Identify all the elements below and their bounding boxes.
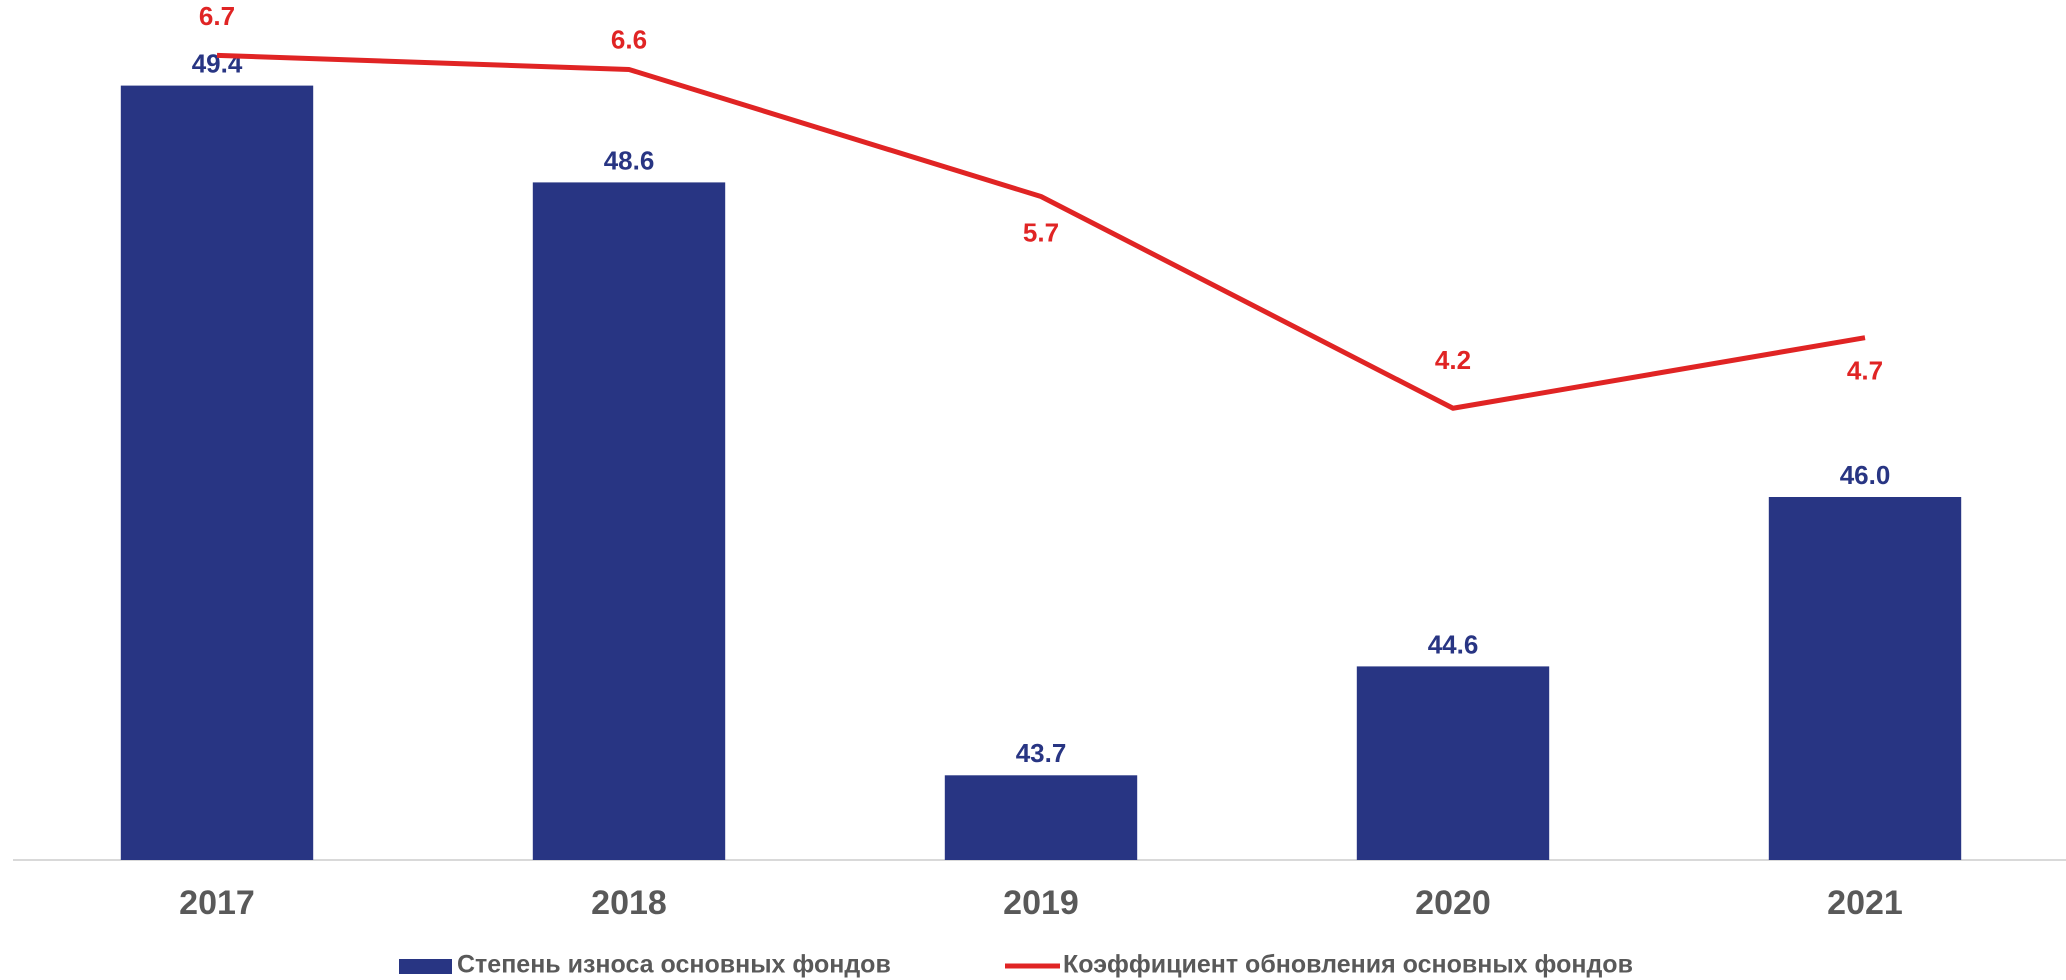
data-label: 43.7 xyxy=(1016,738,1067,768)
x-tick-label: 2017 xyxy=(179,884,255,922)
bar xyxy=(532,182,726,860)
data-label: 4.2 xyxy=(1435,345,1471,375)
x-tick-label: 2020 xyxy=(1415,884,1491,922)
bar xyxy=(944,775,1138,860)
data-label: 4.7 xyxy=(1847,356,1883,386)
x-tick-label: 2021 xyxy=(1827,884,1903,922)
legend-label: Степень износа основных фондов xyxy=(457,951,891,979)
x-tick-label: 2019 xyxy=(1003,884,1079,922)
data-label: 44.6 xyxy=(1428,629,1479,659)
data-label: 6.6 xyxy=(611,24,647,54)
bar xyxy=(1768,497,1962,860)
data-label: 48.6 xyxy=(604,145,655,175)
data-label: 5.7 xyxy=(1023,217,1059,247)
x-tick-label: 2018 xyxy=(591,884,667,922)
bar xyxy=(120,85,314,861)
data-label: 46.0 xyxy=(1840,460,1891,490)
data-label: 6.7 xyxy=(199,1,235,31)
line xyxy=(216,52,1866,411)
bar xyxy=(1356,666,1550,860)
legend-swatch xyxy=(399,959,452,974)
legend-label: Коэффициент обновления основных фондов xyxy=(1063,951,1633,979)
